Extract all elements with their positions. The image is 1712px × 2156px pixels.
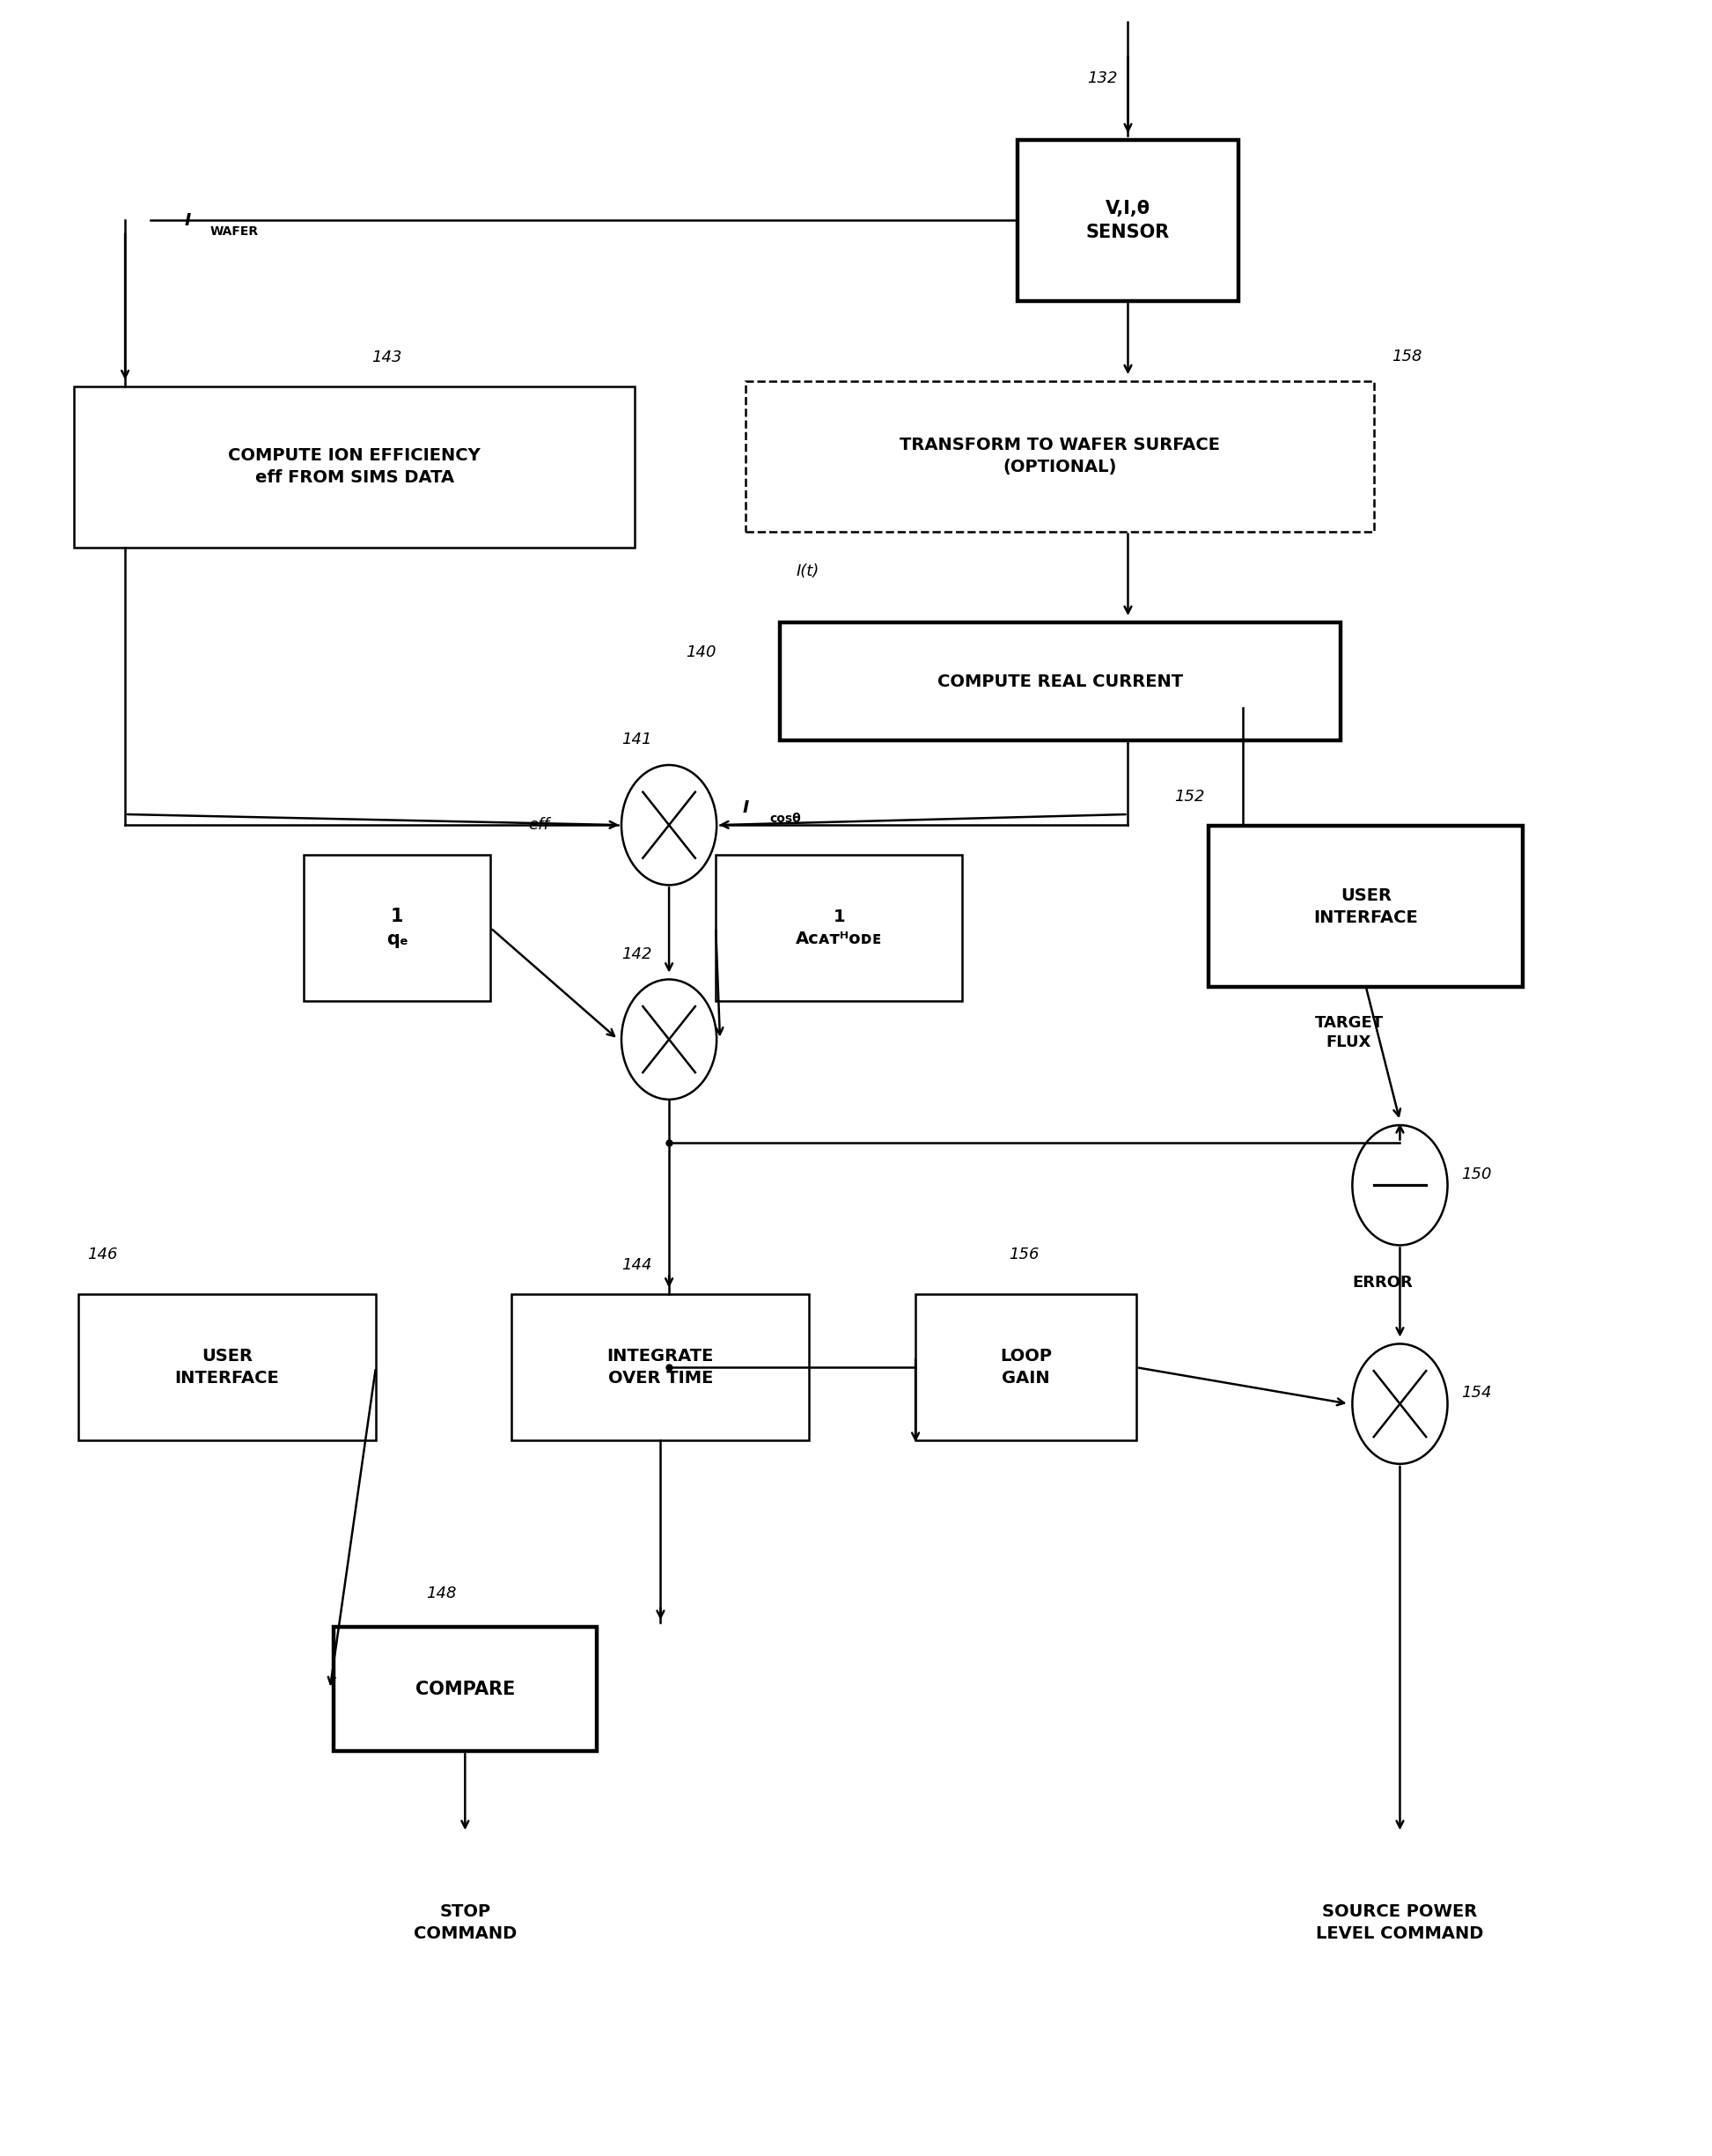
Bar [334, 1628, 597, 1751]
Text: I: I [741, 800, 748, 817]
Text: 152: 152 [1174, 789, 1205, 804]
Text: USER
INTERFACE: USER INTERFACE [175, 1348, 279, 1386]
Text: STOP
COMMAND: STOP COMMAND [414, 1904, 517, 1943]
Text: eff: eff [527, 817, 550, 832]
Text: LOOP
GAIN: LOOP GAIN [1000, 1348, 1051, 1386]
Bar [916, 1294, 1137, 1440]
Text: 141: 141 [621, 733, 652, 748]
Bar [303, 856, 491, 1000]
Bar [745, 382, 1375, 530]
Text: 150: 150 [1460, 1166, 1491, 1181]
Bar [716, 856, 962, 1000]
Text: 142: 142 [621, 946, 652, 962]
Bar [512, 1294, 810, 1440]
Bar [1209, 826, 1524, 987]
Text: ERROR: ERROR [1352, 1274, 1412, 1289]
Text: 156: 156 [1008, 1246, 1039, 1263]
Text: 1
Aᴄᴀᴛᴴᴏᴅᴇ: 1 Aᴄᴀᴛᴴᴏᴅᴇ [796, 908, 882, 946]
Text: cosθ: cosθ [769, 813, 801, 826]
Text: 148: 148 [426, 1585, 457, 1602]
Text: WAFER: WAFER [211, 224, 259, 237]
Text: 158: 158 [1392, 349, 1421, 364]
Text: COMPUTE REAL CURRENT: COMPUTE REAL CURRENT [936, 673, 1183, 690]
Text: USER
INTERFACE: USER INTERFACE [1313, 886, 1418, 925]
Text: COMPARE: COMPARE [414, 1680, 515, 1697]
Text: 1
qₑ: 1 qₑ [387, 908, 407, 949]
Text: COMPUTE ION EFFICIENCY
eff FROM SIMS DATA: COMPUTE ION EFFICIENCY eff FROM SIMS DAT… [228, 448, 481, 487]
Text: 144: 144 [621, 1257, 652, 1272]
Text: 140: 140 [687, 645, 716, 660]
Text: 143: 143 [372, 349, 402, 364]
Bar [74, 386, 635, 548]
Text: I: I [185, 211, 192, 229]
Bar [79, 1294, 377, 1440]
Bar [1017, 140, 1238, 302]
Text: V,I,θ
SENSOR: V,I,θ SENSOR [1085, 201, 1169, 241]
Text: 146: 146 [87, 1246, 116, 1263]
Text: SOURCE POWER
LEVEL COMMAND: SOURCE POWER LEVEL COMMAND [1317, 1904, 1484, 1943]
Text: I(t): I(t) [796, 563, 820, 580]
Bar [779, 623, 1340, 740]
Text: TARGET
FLUX: TARGET FLUX [1315, 1015, 1383, 1050]
Text: 132: 132 [1087, 71, 1118, 86]
Text: 154: 154 [1460, 1384, 1491, 1401]
Text: INTEGRATE
OVER TIME: INTEGRATE OVER TIME [608, 1348, 714, 1386]
Text: TRANSFORM TO WAFER SURFACE
(OPTIONAL): TRANSFORM TO WAFER SURFACE (OPTIONAL) [901, 438, 1221, 476]
